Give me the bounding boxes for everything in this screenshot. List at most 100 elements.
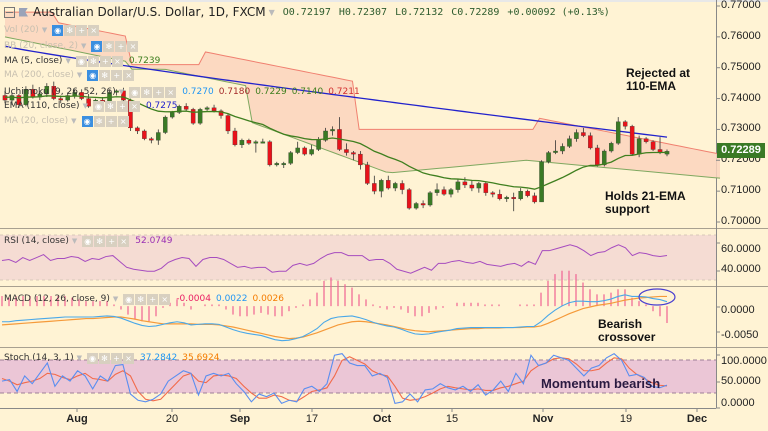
close-icon[interactable]: × [165, 86, 177, 98]
candle-body [211, 107, 217, 112]
plus-icon[interactable]: + [153, 86, 165, 98]
chevron-down-icon[interactable]: ▼ [118, 88, 125, 96]
close-icon[interactable]: × [118, 235, 130, 247]
plus-icon[interactable]: + [147, 293, 159, 305]
symbol-title[interactable]: Australian Dollar/U.S. Dollar, 1D, FXCM [33, 5, 266, 19]
candle-body [176, 106, 182, 113]
last-price-label: 0.72289 [717, 143, 765, 158]
candle-body [595, 147, 600, 166]
plus-icon[interactable]: + [106, 235, 118, 247]
plus-icon[interactable]: + [76, 24, 88, 36]
close-icon[interactable]: × [127, 40, 139, 52]
candle-body [260, 141, 266, 144]
eye-icon[interactable]: ◉ [87, 69, 99, 81]
symbol-header: Australian Dollar/U.S. Dollar, 1D, FXCM … [4, 4, 618, 20]
time-tick-label: Oct [372, 413, 392, 425]
plus-icon[interactable]: + [99, 55, 111, 67]
eye-icon[interactable]: ◉ [123, 293, 135, 305]
eye-icon[interactable]: ◉ [82, 235, 94, 247]
macd-value: 0.0022 [215, 294, 248, 304]
gear-icon[interactable]: ✻ [104, 100, 116, 112]
candle-body [483, 183, 489, 193]
candle-body [462, 181, 468, 186]
gear-icon[interactable]: ✻ [94, 235, 106, 247]
indicator-label[interactable]: MA (20, close) [4, 116, 69, 126]
indicator-tick-label: 0.0000 [721, 397, 755, 409]
candle-body [609, 143, 614, 152]
gear-icon[interactable]: ✻ [103, 40, 115, 52]
plus-icon[interactable]: + [111, 69, 123, 81]
plus-icon[interactable]: + [111, 352, 123, 364]
indicator-value: 0.7229 [255, 87, 287, 97]
close-icon[interactable]: × [159, 293, 171, 305]
chevron-down-icon[interactable]: ▼ [76, 71, 83, 79]
candle-body [302, 147, 307, 155]
candle-body [267, 141, 273, 166]
candle-body [58, 98, 63, 101]
candle-body [218, 110, 224, 116]
rsi-label[interactable]: RSI (14, close) [4, 236, 69, 246]
close-icon[interactable]: × [123, 69, 135, 81]
eye-icon[interactable]: ◉ [87, 352, 99, 364]
candle-body [379, 180, 384, 192]
eye-icon[interactable]: ◉ [91, 40, 103, 52]
chevron-down-icon[interactable]: ▼ [112, 295, 119, 303]
indicator-label[interactable]: EMA (110, close) [4, 101, 80, 111]
candle-body [156, 132, 161, 141]
candle-body [232, 130, 238, 146]
chevron-down-icon[interactable]: ▼ [65, 57, 71, 65]
plus-icon[interactable]: + [115, 40, 127, 52]
chevron-down-icon[interactable]: ▼ [82, 102, 88, 110]
price-tick-label: 0.75000 [721, 60, 761, 73]
indicator-tick-label: 50.0000 [721, 375, 761, 387]
chevron-down-icon[interactable]: ▼ [71, 237, 78, 245]
candle-body [190, 109, 196, 124]
candle-body [197, 109, 203, 124]
plus-icon[interactable]: + [116, 100, 128, 112]
eye-icon[interactable]: ◉ [75, 55, 87, 67]
chevron-down-icon[interactable]: ▼ [268, 7, 275, 17]
gear-icon[interactable]: ✻ [99, 69, 111, 81]
candle-body [163, 116, 168, 133]
indicator-value: 0.7140 [291, 87, 324, 97]
chevron-down-icon[interactable]: ▼ [76, 354, 83, 362]
gear-icon[interactable]: ✻ [141, 86, 153, 98]
close-icon[interactable]: × [88, 24, 100, 36]
eye-icon[interactable]: ◉ [52, 24, 64, 36]
candle-body [239, 140, 245, 146]
chevron-down-icon[interactable]: ▼ [81, 42, 87, 50]
gear-icon[interactable]: ✻ [135, 293, 147, 305]
candle-body [643, 138, 649, 142]
indicator-label[interactable]: Vol (20) [4, 25, 39, 35]
price-tick-label: 0.71000 [721, 184, 761, 197]
gear-icon[interactable]: ✻ [93, 115, 105, 127]
indicator-label[interactable]: Uchimoku (9, 26, 52, 26) [4, 87, 116, 97]
indicator-tick-label: -0.0050 [721, 329, 759, 341]
chevron-down-icon[interactable]: ▼ [41, 26, 48, 34]
candle-body [344, 149, 349, 153]
close-icon[interactable]: × [111, 55, 123, 67]
indicator-tick-label: 40.0000 [721, 263, 761, 275]
indicator-value: 0.7275 [145, 101, 178, 111]
indicator-label[interactable]: MA (200, close) [4, 70, 74, 80]
collapse-icon[interactable] [4, 6, 15, 18]
indicator-label[interactable]: BB (20, close, 2) [4, 41, 79, 51]
indicator-value: 0.7211 [328, 87, 360, 97]
eye-icon[interactable]: ◉ [129, 86, 141, 98]
stoch-label[interactable]: Stoch (14, 3, 1) [4, 353, 74, 363]
chevron-down-icon[interactable]: ▼ [71, 117, 77, 125]
eye-icon[interactable]: ◉ [81, 115, 93, 127]
close-icon[interactable]: × [117, 115, 129, 127]
candle-body [170, 112, 175, 118]
plus-icon[interactable]: + [105, 115, 117, 127]
indicator-label[interactable]: MA (5, close) [4, 56, 63, 66]
close-icon[interactable]: × [128, 100, 140, 112]
macd-label[interactable]: MACD (12, 26, close, 9) [4, 294, 110, 304]
gear-icon[interactable]: ✻ [99, 352, 111, 364]
candle-body [183, 106, 189, 110]
macd-path [2, 294, 668, 342]
eye-icon[interactable]: ◉ [92, 100, 104, 112]
gear-icon[interactable]: ✻ [87, 55, 99, 67]
gear-icon[interactable]: ✻ [64, 24, 76, 36]
close-icon[interactable]: × [123, 352, 135, 364]
